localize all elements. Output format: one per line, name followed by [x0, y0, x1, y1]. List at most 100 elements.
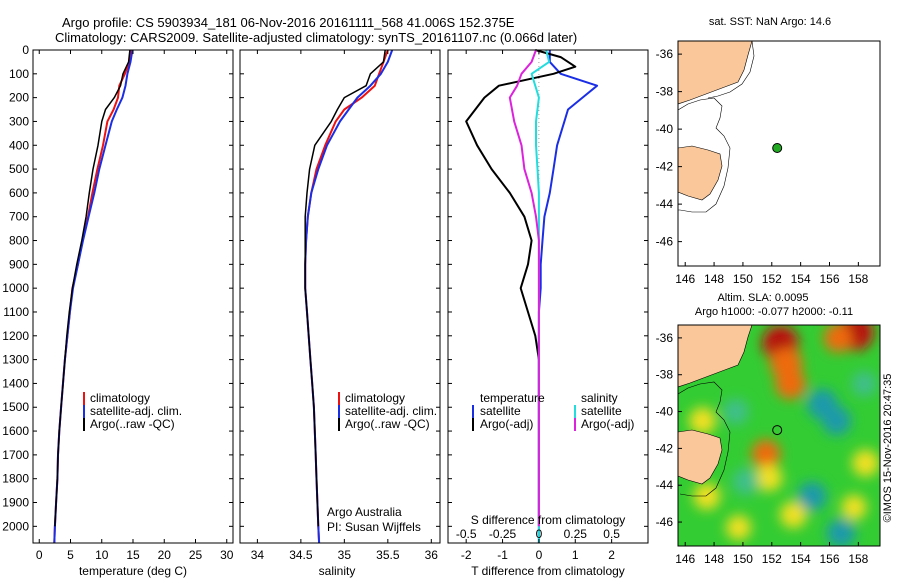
depth-tick-label: 1200: [2, 329, 29, 343]
salinity-panel: 34 34.5 35 35.5 36 salinity climatology sate…: [239, 49, 441, 578]
s-tick-label: 0.5: [603, 527, 620, 541]
temperature-x-axis: 0 5 10 15 20 25 30: [36, 50, 234, 562]
x-tick-label: 35.5: [376, 548, 400, 562]
sla-anomaly: [797, 481, 827, 511]
legend-label-s-argo: Argo(-adj): [581, 417, 634, 431]
depth-tick-label: 200: [9, 91, 29, 105]
sla-map-title-line1: Altim. SLA: 0.0095: [717, 292, 808, 304]
depth-tick-label: 1400: [2, 376, 29, 390]
difference-plot-area: [465, 49, 599, 543]
legend-label-s-satellite: satellite: [581, 404, 622, 418]
float-position-marker: [772, 425, 783, 436]
sla-anomaly-core: [772, 335, 789, 352]
sla-anomaly: [751, 439, 781, 469]
x-tick-label: 34.5: [289, 548, 313, 562]
depth-tick-label: 500: [9, 162, 29, 176]
x-tick-label: 36: [425, 548, 439, 562]
legend-label-t-argo: Argo(-adj): [480, 417, 533, 431]
sla-anomaly: [693, 482, 721, 510]
depth-tick-label: 2000: [2, 519, 29, 533]
series-line: [54, 49, 131, 527]
lon-tick-label: 148: [704, 552, 724, 566]
depth-tick-label: 400: [9, 138, 29, 152]
lon-tick-label: 152: [762, 552, 782, 566]
salinity-legend: climatology satellite-adj. clim. Argo(..…: [338, 391, 437, 431]
lat-tick-label: -42: [656, 160, 674, 174]
x-tick-label: 15: [126, 548, 140, 562]
depth-tick-label: 1900: [2, 496, 29, 510]
difference-depth-ticks: [448, 49, 648, 527]
lon-tick-label: 154: [791, 552, 811, 566]
salinity-depth-ticks: [240, 49, 440, 527]
sla-map-axes: 146 148 150 152 154 156 158 -36 -38 -40 -42 -44 -46: [656, 331, 869, 566]
series-line: [537, 50, 599, 543]
depth-tick-label: 800: [9, 234, 29, 248]
depth-tick-label: 1800: [2, 472, 29, 486]
temperature-difference-legend: temperature satellite Argo(-adj): [472, 391, 545, 431]
x-tick-label: 25: [189, 548, 203, 562]
salinity-axes-frame: [239, 49, 441, 544]
depth-tick-label: 600: [9, 186, 29, 200]
tasmania-shape: [678, 429, 723, 485]
lat-tick-label: -40: [656, 122, 674, 136]
lon-tick-label: 158: [848, 552, 868, 566]
x-tick-label: 0: [36, 548, 43, 562]
owner-annotation: Argo Australia: [327, 505, 402, 519]
salinity-plot-area: [304, 49, 394, 544]
series-line: [304, 49, 389, 544]
x-tick-label: 10: [95, 548, 109, 562]
lon-tick-label: 156: [819, 272, 839, 286]
series-line: [304, 49, 394, 544]
mainland-australia-shape: [678, 41, 753, 105]
temperature-axes-frame: [32, 49, 234, 544]
series-line: [53, 49, 134, 544]
figure-title-line2: Climatology: CARS2009. Satellite-adjuste…: [55, 30, 577, 45]
legend-label-climatology: climatology: [345, 391, 405, 405]
lat-tick-label: -36: [656, 331, 674, 345]
legend-label-climatology: climatology: [90, 391, 150, 405]
sla-heatmap: [678, 325, 880, 546]
x-tick-label: 0: [536, 548, 543, 562]
pi-annotation: PI: Susan Wijffels: [327, 520, 421, 534]
lon-tick-label: 152: [762, 272, 782, 286]
difference-panel: -2 -1 0 1 2 -0.5 -0.25 0 0.25 0.5 T difference fr…: [447, 49, 649, 578]
x-tick-label: -2: [461, 548, 472, 562]
legend-label-argo: Argo(..raw -QC): [345, 417, 430, 431]
sla-anomaly: [726, 514, 752, 541]
depth-axis: 0 100 200 300 400 500 600 700 800 900 1000 1100 1200…: [2, 43, 233, 533]
series-line: [508, 49, 540, 527]
legend-label-t-satellite: satellite: [480, 404, 521, 418]
sla-map-frame: [677, 324, 881, 547]
series-line: [465, 49, 577, 527]
sla-anomaly: [826, 518, 856, 546]
lon-tick-label: 158: [848, 272, 868, 286]
depth-tick-label: 1300: [2, 353, 29, 367]
depth-tick-label: 700: [9, 210, 29, 224]
depth-tick-label: 900: [9, 257, 29, 271]
legend-label-satellite: satellite-adj. clim.: [345, 404, 437, 418]
imos-credit: ©IMOS 15-Nov-2016 20:47:35: [882, 374, 894, 523]
float-position-marker: [772, 142, 783, 153]
sla-map-title-line2: Argo h1000: -0.077 h2000: -0.11: [695, 306, 853, 318]
difference-x-axis: -2 -1 0 1 2 -0.5 -0.25 0 0.25 0.5: [456, 50, 620, 562]
lat-tick-label: -46: [656, 235, 674, 249]
depth-tick-label: 1600: [2, 424, 29, 438]
sla-anomaly: [841, 494, 867, 520]
lon-tick-label: 150: [733, 552, 753, 566]
sla-anomaly: [689, 407, 717, 435]
temperature-legend: climatology satellite-adj. clim. Argo(..…: [83, 391, 182, 431]
sst-map-title: sat. SST: NaN Argo: 14.6: [709, 16, 831, 28]
mainland-shelf-contour: [707, 41, 755, 99]
salinity-difference-legend: salinity satellite Argo(-adj): [574, 391, 634, 431]
sla-anomaly-blobs: [689, 325, 880, 546]
depth-tick-label: 1500: [2, 400, 29, 414]
lon-tick-label: 150: [733, 272, 753, 286]
depth-tick-label: 1100: [3, 305, 29, 319]
x-tick-label: 30: [220, 548, 234, 562]
lat-tick-label: -42: [656, 441, 674, 455]
legend-title-temperature: temperature: [480, 391, 545, 405]
lat-tick-label: -36: [656, 47, 674, 61]
legend-label-argo: Argo(..raw -QC): [90, 417, 175, 431]
series-line: [53, 49, 132, 544]
